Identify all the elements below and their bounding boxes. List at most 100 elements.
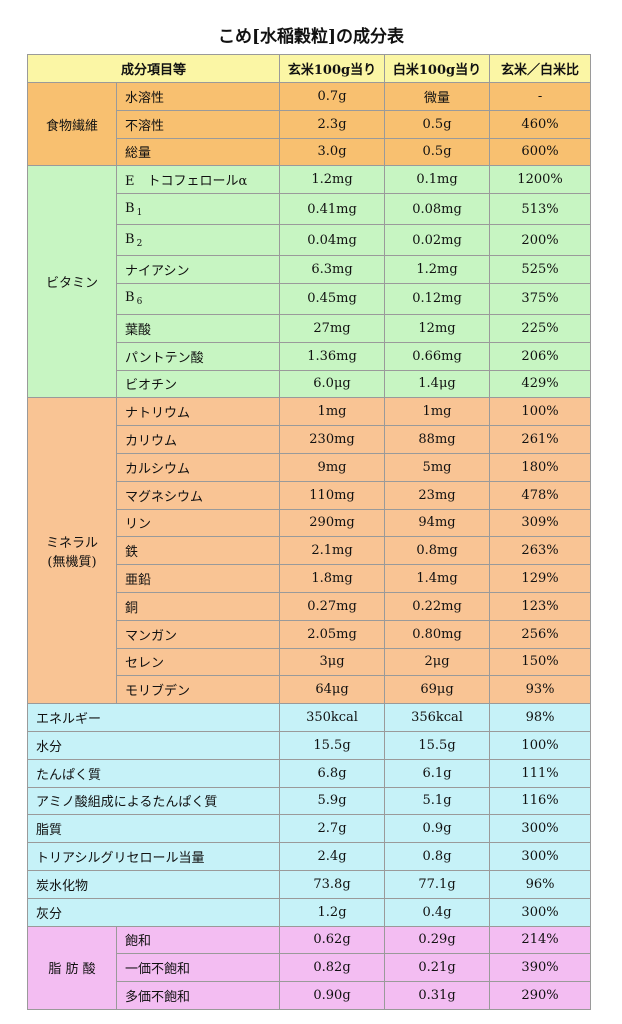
brown-rice-value: 2.7g xyxy=(279,814,386,844)
item-name-text: 多価不飽和 xyxy=(125,990,191,1005)
item-name-text: マグネシウム xyxy=(125,489,204,505)
brown-rice-value: 73.8g xyxy=(279,869,386,899)
table-row: 多価不飽和 0.90g 0.31g 290% xyxy=(28,981,592,1010)
item-name: モリブデン xyxy=(115,675,281,705)
brown-rice-value: 0.27mg xyxy=(279,591,386,621)
white-rice-value: 0.66mg xyxy=(384,341,491,371)
category-label-text: ミネラル xyxy=(45,535,98,551)
item-name-text: B xyxy=(125,231,135,247)
ratio-value: 300% xyxy=(489,897,592,927)
ratio-value: 93% xyxy=(489,675,592,705)
brown-rice-value: 2.05mg xyxy=(279,619,386,649)
brown-rice-value: 2.4g xyxy=(279,842,386,871)
white-rice-value: 356kcal xyxy=(384,703,491,732)
header-row: 成分項目等 玄米100g当り 白米100g当り 玄米／白米比 xyxy=(26,54,592,83)
item-name: パントテン酸 xyxy=(115,341,281,371)
ratio-value: 300% xyxy=(489,842,592,871)
brown-rice-value: 230mg xyxy=(279,425,386,454)
item-name-text: トリアシルグリセロール当量 xyxy=(36,851,205,867)
white-rice-value: 0.22mg xyxy=(384,591,491,621)
item-name-text: カルシウム xyxy=(125,461,191,477)
ratio-value: 116% xyxy=(489,786,592,816)
table-row: ミネラル (無機質) ナトリウム 1mg 1mg 100% xyxy=(27,397,592,705)
item-name: 水分 xyxy=(26,730,281,760)
item-name-text: リン xyxy=(125,517,152,533)
table-row: カリウム 230mg 88mg 261% xyxy=(28,425,592,454)
white-rice-value: 0.12mg xyxy=(384,282,491,315)
white-rice-value: 5mg xyxy=(384,452,491,482)
header-brown-rice: 玄米100g当り xyxy=(279,54,386,83)
brown-rice-value: 350kcal xyxy=(279,703,386,732)
white-rice-value: 0.8mg xyxy=(384,536,491,566)
item-name-text: 水分 xyxy=(36,739,63,755)
category-label-text: 食物繊維 xyxy=(45,118,98,134)
vitamin-category-label: ビタミン xyxy=(27,165,117,399)
table-row: カルシウム 9mg 5mg 180% xyxy=(28,452,592,482)
white-rice-value: 0.80mg xyxy=(384,619,491,649)
item-name-text: 脂質 xyxy=(36,823,63,839)
fatty_acid-category-label: 脂 肪 酸 xyxy=(27,925,117,1010)
brown-rice-value: 5.9g xyxy=(279,786,386,816)
item-name-text: セレン xyxy=(125,656,165,672)
item-name-text: 一価不飽和 xyxy=(125,962,191,978)
item-name: ナイアシン xyxy=(115,255,281,284)
white-rice-value: 0.5g xyxy=(384,137,491,167)
white-rice-value: 0.08mg xyxy=(384,193,491,226)
brown-rice-value: 0.90g xyxy=(279,981,386,1010)
header-white-rice: 白米100g当り xyxy=(384,54,491,83)
brown-rice-value: 9mg xyxy=(279,452,386,482)
table-row: たんぱく質 6.8g 6.1g 111% xyxy=(26,758,592,788)
brown-rice-value: 0.41mg xyxy=(279,193,386,226)
item-name: 飽和 xyxy=(115,925,281,955)
item-name-text: 葉酸 xyxy=(125,322,152,338)
brown-rice-value: 1mg xyxy=(279,397,386,427)
item-name-text: たんぱく質 xyxy=(36,767,102,783)
item-name: トリアシルグリセロール当量 xyxy=(26,842,281,871)
item-name-text: カリウム xyxy=(125,434,178,450)
brown-rice-value: 0.7g xyxy=(279,82,386,111)
brown-rice-value: 27mg xyxy=(279,313,386,343)
item-name: カリウム xyxy=(115,425,281,454)
item-name: リン xyxy=(115,508,281,538)
white-rice-value: 1mg xyxy=(384,397,491,427)
ratio-value: 600% xyxy=(489,137,592,167)
ratio-value: 478% xyxy=(489,480,592,510)
ratio-value: 460% xyxy=(489,109,592,139)
brown-rice-value: 0.04mg xyxy=(279,224,386,257)
table-row: トリアシルグリセロール当量 2.4g 0.8g 300% xyxy=(26,842,592,871)
white-rice-value: 88mg xyxy=(384,425,491,454)
page-title: こめ[水稲穀粒]の成分表 xyxy=(217,27,405,47)
ratio-value: 129% xyxy=(489,564,592,593)
ratio-value: 225% xyxy=(489,313,592,343)
white-rice-value: 0.5g xyxy=(384,109,491,139)
table-row: エネルギー 350kcal 356kcal 98% xyxy=(26,703,592,732)
category-label-text: 脂 肪 酸 xyxy=(48,962,96,978)
item-name-text: B xyxy=(125,200,135,216)
item-name-text: 銅 xyxy=(125,600,139,616)
item-name-text: ナトリウム xyxy=(125,406,191,422)
item-name-text: 鉄 xyxy=(125,545,139,561)
item-name: ナトリウム xyxy=(115,397,281,427)
table-row: B 2 0.04mg 0.02mg 200% xyxy=(28,224,592,257)
ratio-value: 100% xyxy=(489,730,592,760)
item-name: 炭水化物 xyxy=(26,869,281,899)
table-row: 脂質 2.7g 0.9g 300% xyxy=(26,814,592,844)
brown-rice-value: 6.8g xyxy=(279,758,386,788)
white-rice-value: 12mg xyxy=(384,313,491,343)
item-name-text: B xyxy=(125,290,135,306)
white-rice-value: 0.4g xyxy=(384,897,491,927)
white-rice-value: 0.21g xyxy=(384,953,491,983)
table-row: 水分 15.5g 15.5g 100% xyxy=(26,730,592,760)
nutrition-table: 成分項目等 玄米100g当り 白米100g当り 玄米／白米比 食物繊維 水溶性 0.… xyxy=(26,54,592,1010)
ratio-value: 123% xyxy=(489,591,592,621)
item-name: 亜鉛 xyxy=(115,564,281,593)
item-name: 灰分 xyxy=(26,897,281,927)
item-name-text: エネルギー xyxy=(36,712,102,728)
brown-rice-value: 0.45mg xyxy=(279,282,386,315)
mineral-category-label: ミネラル (無機質) xyxy=(27,397,117,705)
item-name-text: ナイアシン xyxy=(125,264,190,280)
table-row: ナイアシン 6.3mg 1.2mg 525% xyxy=(28,255,592,284)
ratio-value: 375% xyxy=(489,282,592,315)
brown-rice-value: 15.5g xyxy=(279,730,386,760)
